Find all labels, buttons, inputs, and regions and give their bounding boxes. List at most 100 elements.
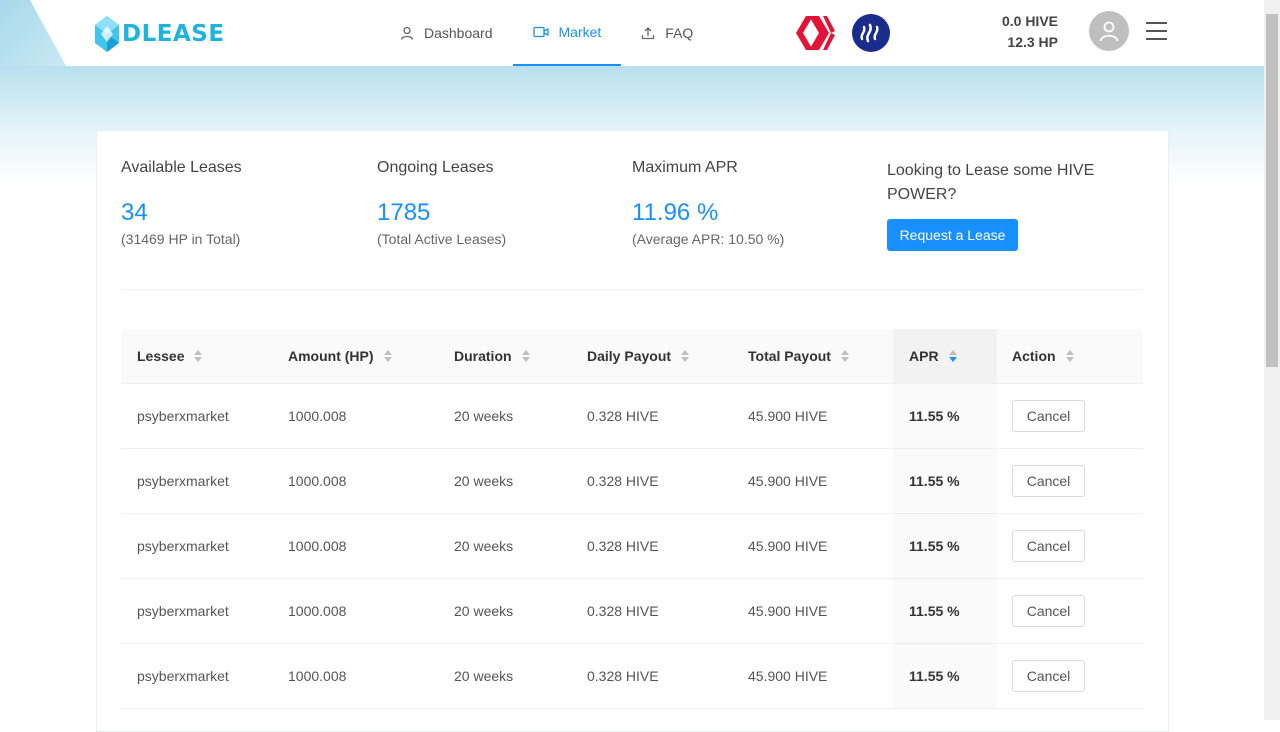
stat-ongoing-sub: (Total Active Leases) <box>377 231 507 247</box>
cancel-button[interactable]: Cancel <box>1012 660 1085 692</box>
cell-apr: 11.55 % <box>909 668 960 684</box>
cell-duration: 20 weeks <box>454 668 514 684</box>
sort-icon <box>194 350 203 362</box>
top-header: DLEASE Dashboard Market FAQ 0. <box>0 0 1264 66</box>
nav-dashboard-label: Dashboard <box>424 25 493 41</box>
col-total-label: Total Payout <box>748 348 831 364</box>
avatar[interactable] <box>1089 11 1129 51</box>
cell-action: Cancel <box>1012 644 1085 708</box>
stat-available-title: Available Leases <box>121 159 242 176</box>
cell-duration: 20 weeks <box>454 603 514 619</box>
table-row: psyberxmarket 1000.008 20 weeks 0.328 HIVE 4… <box>121 384 1143 449</box>
stat-ongoing-value: 1785 <box>377 199 431 226</box>
brand-name: DLEASE <box>122 21 225 47</box>
cancel-button[interactable]: Cancel <box>1012 530 1085 562</box>
nav-market-label: Market <box>558 24 602 40</box>
table-body: psyberxmarket 1000.008 20 weeks 0.328 HIVE 4… <box>121 384 1143 709</box>
cell-apr: 11.55 % <box>909 538 960 554</box>
cell-daily-payout: 0.328 HIVE <box>587 473 659 489</box>
diamond-logo-icon <box>95 16 119 52</box>
col-duration[interactable]: Duration <box>454 329 530 383</box>
cell-daily-payout: 0.328 HIVE <box>587 668 659 684</box>
table-header: Lessee Amount (HP) Duration Daily Payout… <box>121 329 1143 384</box>
sort-icon <box>1065 350 1074 362</box>
cell-lessee: psyberxmarket <box>137 603 229 619</box>
col-action-label: Action <box>1012 348 1056 364</box>
scrollbar-thumb[interactable] <box>1266 14 1278 367</box>
table-row: psyberxmarket 1000.008 20 weeks 0.328 HIVE 4… <box>121 579 1143 644</box>
cell-amount: 1000.008 <box>288 668 347 684</box>
nav-market[interactable]: Market <box>512 0 622 66</box>
col-amount[interactable]: Amount (HP) <box>288 329 392 383</box>
video-icon <box>532 26 549 38</box>
cell-total-payout: 45.900 HIVE <box>748 668 828 684</box>
cell-duration: 20 weeks <box>454 538 514 554</box>
cell-lessee: psyberxmarket <box>137 538 229 554</box>
col-total-payout[interactable]: Total Payout <box>748 329 849 383</box>
stat-maximum-apr: Maximum APR 11.96 % (Average APR: 10.50 … <box>632 159 784 247</box>
stat-apr-sub: (Average APR: 10.50 %) <box>632 231 785 247</box>
cell-total-payout: 45.900 HIVE <box>748 603 828 619</box>
table-row: psyberxmarket 1000.008 20 weeks 0.328 HIVE 4… <box>121 514 1143 579</box>
cell-total-payout: 45.900 HIVE <box>748 473 828 489</box>
apr-cell-highlight <box>893 514 997 578</box>
cell-amount: 1000.008 <box>288 408 347 424</box>
cell-lessee: psyberxmarket <box>137 668 229 684</box>
cell-daily-payout: 0.328 HIVE <box>587 603 659 619</box>
cell-total-payout: 45.900 HIVE <box>748 408 828 424</box>
cancel-button[interactable]: Cancel <box>1012 465 1085 497</box>
nav-faq[interactable]: FAQ <box>621 0 713 66</box>
stat-apr-value: 11.96 % <box>632 199 719 226</box>
col-daily-payout[interactable]: Daily Payout <box>587 329 690 383</box>
cell-action: Cancel <box>1012 384 1085 448</box>
apr-cell-highlight <box>893 644 997 708</box>
hamburger-menu-icon[interactable] <box>1146 21 1167 46</box>
cell-action: Cancel <box>1012 449 1085 513</box>
col-action[interactable]: Action <box>1012 329 1074 383</box>
cell-amount: 1000.008 <box>288 603 347 619</box>
apr-cell-highlight <box>893 449 997 513</box>
cell-lessee: psyberxmarket <box>137 473 229 489</box>
user-icon <box>400 26 414 40</box>
request-lease-button[interactable]: Request a Lease <box>887 219 1018 251</box>
hive-icon[interactable] <box>795 14 835 57</box>
cell-apr: 11.55 % <box>909 603 960 619</box>
apr-cell-highlight <box>893 579 997 643</box>
cell-duration: 20 weeks <box>454 473 514 489</box>
sort-icon <box>681 350 690 362</box>
stat-ongoing-title: Ongoing Leases <box>377 159 494 176</box>
sort-icon <box>383 350 392 362</box>
col-lessee[interactable]: Lessee <box>137 329 203 383</box>
steem-icon[interactable] <box>852 14 890 52</box>
cancel-button[interactable]: Cancel <box>1012 595 1085 627</box>
nav-dashboard[interactable]: Dashboard <box>380 0 513 66</box>
cancel-button[interactable]: Cancel <box>1012 400 1085 432</box>
stat-available-value: 34 <box>121 199 148 226</box>
header-decoration <box>0 0 66 66</box>
table-row: psyberxmarket 1000.008 20 weeks 0.328 HIVE 4… <box>121 449 1143 514</box>
cell-amount: 1000.008 <box>288 473 347 489</box>
cell-lessee: psyberxmarket <box>137 408 229 424</box>
logo[interactable]: DLEASE <box>95 16 225 52</box>
cell-apr: 11.55 % <box>909 473 960 489</box>
col-daily-label: Daily Payout <box>587 348 672 364</box>
sort-icon <box>521 350 530 362</box>
main-nav: Dashboard Market FAQ <box>380 0 713 66</box>
col-apr[interactable]: APR <box>909 329 957 383</box>
user-avatar-icon <box>1099 21 1119 42</box>
cell-action: Cancel <box>1012 579 1085 643</box>
request-lease-section: Looking to Lease some HIVE POWER? Reques… <box>887 159 1127 251</box>
sort-descending-icon <box>948 350 957 362</box>
apr-column-highlight <box>893 329 997 383</box>
table-row: psyberxmarket 1000.008 20 weeks 0.328 HIVE 4… <box>121 644 1143 709</box>
cell-apr: 11.55 % <box>909 408 960 424</box>
hp-balance: 12.3 HP <box>1007 34 1058 50</box>
cell-duration: 20 weeks <box>454 408 514 424</box>
col-lessee-label: Lessee <box>137 348 185 364</box>
stat-available-leases: Available Leases 34 (31469 HP in Total) <box>121 159 242 247</box>
leases-table: Lessee Amount (HP) Duration Daily Payout… <box>121 329 1143 709</box>
stat-apr-title: Maximum APR <box>632 159 738 176</box>
stat-available-sub: (31469 HP in Total) <box>121 231 241 247</box>
hive-balance: 0.0 HIVE <box>1001 13 1058 29</box>
apr-cell-highlight <box>893 384 997 448</box>
